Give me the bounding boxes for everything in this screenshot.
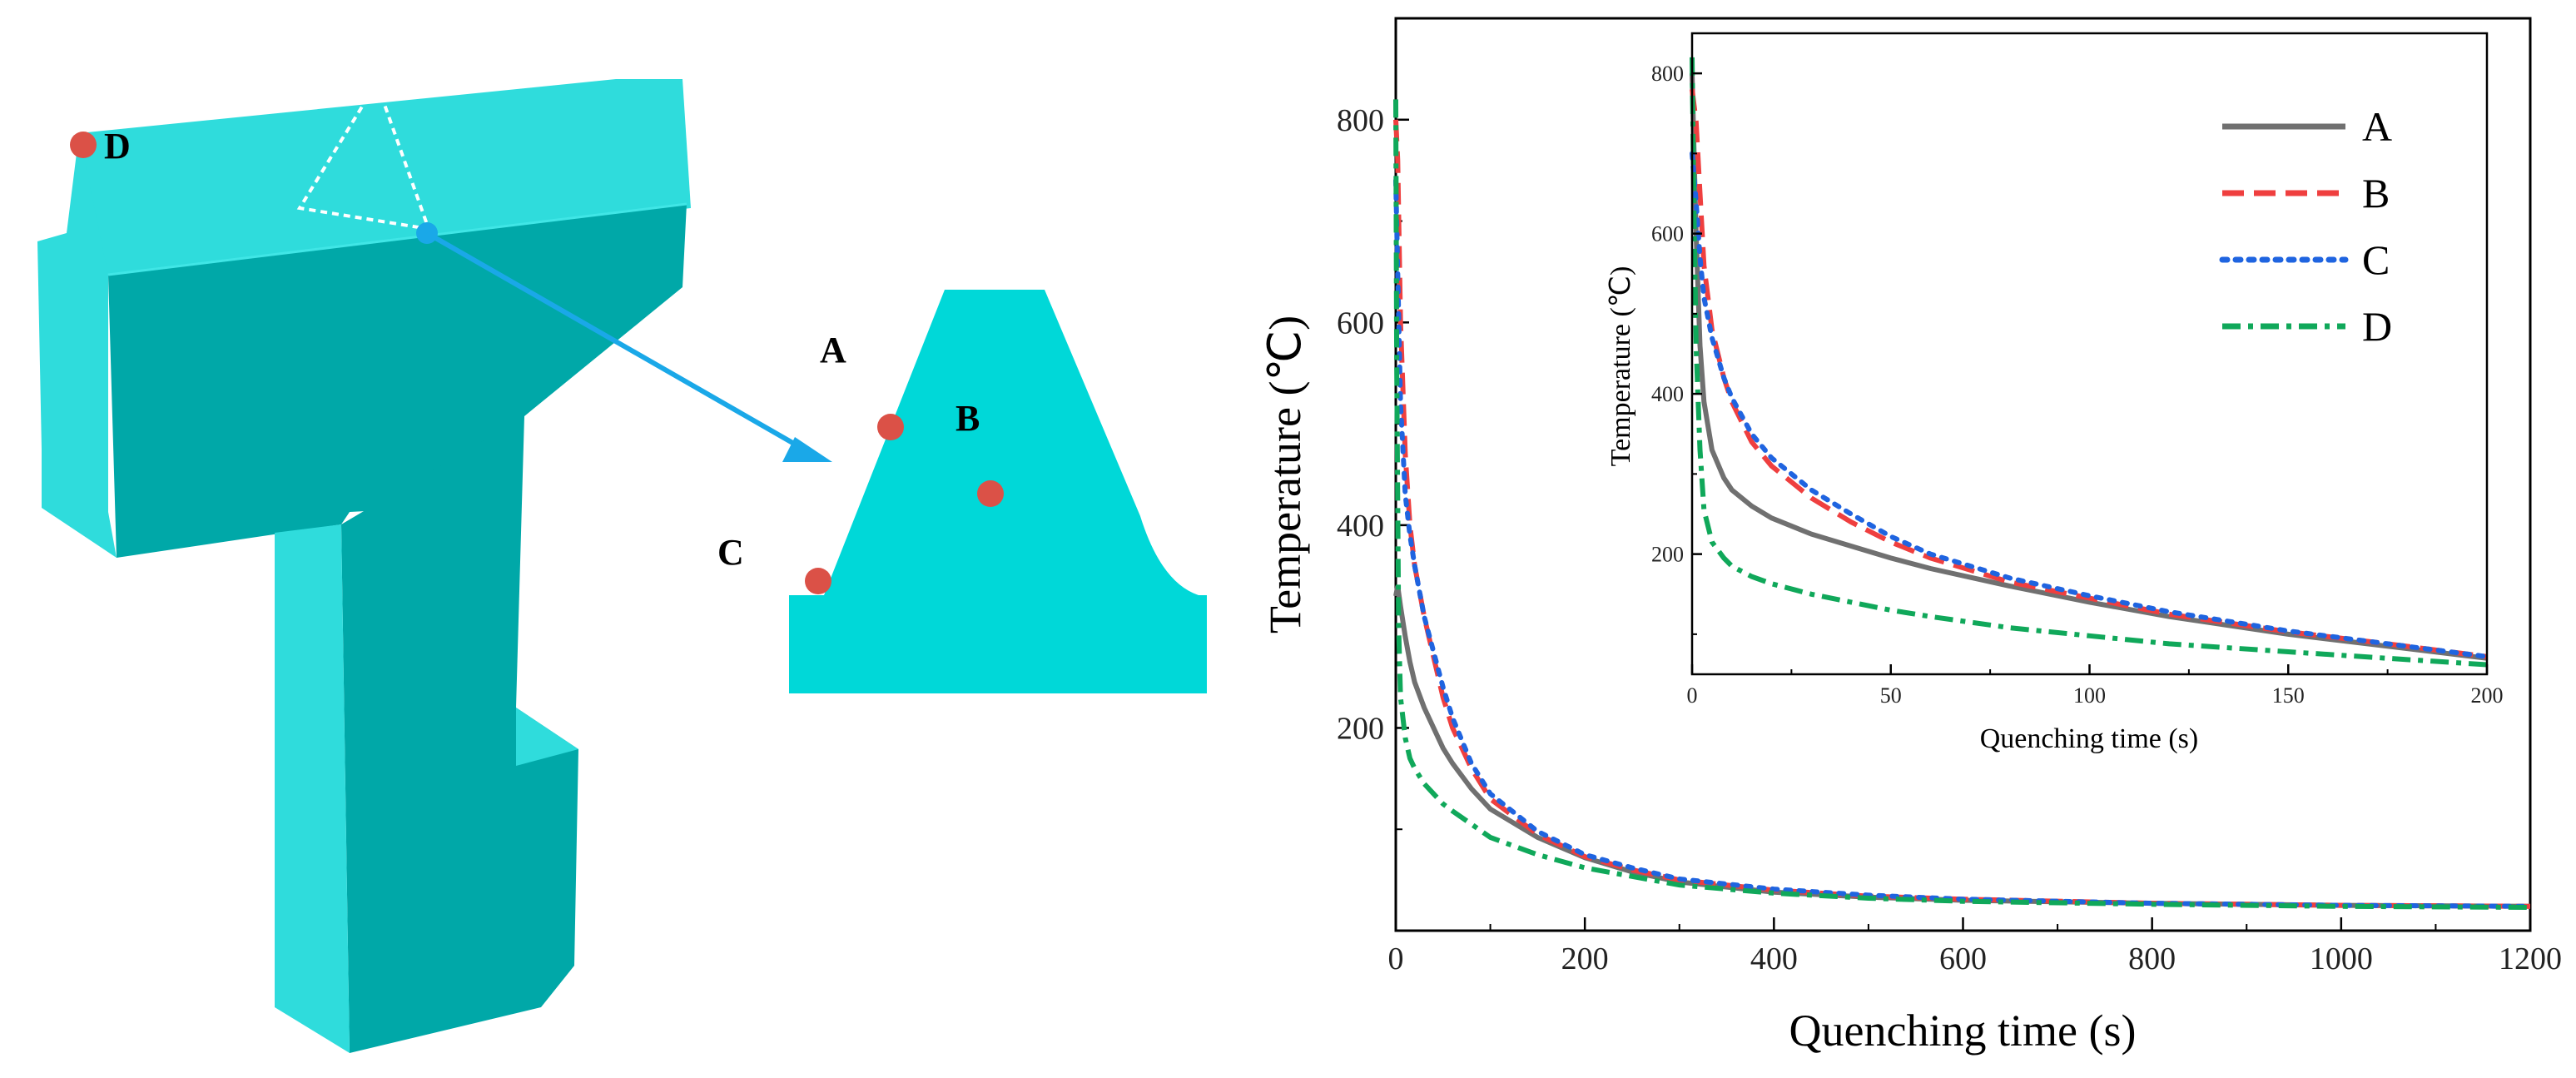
legend-label-d: D <box>2362 303 2392 350</box>
inset-chart: 0 50 100 150 200 200 400 600 800 Quenching time … <box>1606 32 2504 754</box>
main-x-tick-label: 600 <box>1939 941 1987 976</box>
main-series-b <box>1393 119 2531 909</box>
main-y-axis-title: Temperature (℃) <box>1260 315 1310 633</box>
point-a-label: A <box>820 330 846 370</box>
rail-foot-top <box>516 708 578 766</box>
rail-head-top <box>79 79 691 275</box>
point-c-marker <box>805 568 831 594</box>
rail-web-side <box>275 524 350 1053</box>
inset-y-tick-label: 800 <box>1651 62 1684 86</box>
legend-label-b: B <box>2362 170 2390 216</box>
main-x-tick-label: 1000 <box>2310 941 2373 976</box>
rail-web-front <box>341 416 578 1053</box>
main-y-tick-label: 200 <box>1337 711 1384 746</box>
point-a-marker <box>877 414 904 440</box>
inset-x-tick-label: 0 <box>1687 683 1698 708</box>
point-d-marker <box>70 132 97 158</box>
main-y-tick-label: 800 <box>1337 103 1384 138</box>
inset-x-tick-label: 100 <box>2073 683 2106 708</box>
main-x-tick-label: 1200 <box>2499 941 2562 976</box>
inset-series-d <box>1690 57 2488 668</box>
rail-head-edge <box>107 202 687 276</box>
inset-series-b <box>1690 89 2488 659</box>
main-x-tick-label: 200 <box>1561 941 1609 976</box>
inset-x-tick-label: 150 <box>2272 683 2305 708</box>
point-b-marker <box>977 480 1004 507</box>
inset-x-tick-label: 50 <box>1880 683 1902 708</box>
cross-section: A B C <box>717 290 1207 693</box>
inset-y-tick-label: 400 <box>1651 382 1684 406</box>
inset-y-axis-title: Temperature (℃) <box>1606 266 1636 467</box>
main-x-tick-label: 0 <box>1388 941 1404 976</box>
inset-y-tick-label: 600 <box>1651 222 1684 246</box>
point-d-label: D <box>104 126 131 166</box>
point-b-label: B <box>955 398 980 439</box>
main-x-tick-label: 800 <box>2128 941 2176 976</box>
probe-arrow-line <box>425 231 813 456</box>
legend-label-a: A <box>2362 103 2392 150</box>
main-x-tick-label: 400 <box>1750 941 1798 976</box>
inset-y-tick-label: 200 <box>1651 543 1684 567</box>
point-c-label: C <box>717 532 744 573</box>
inset-x-axis-title: Quenching time (s) <box>1980 723 2199 754</box>
rail-model-3d: D <box>37 79 832 1053</box>
inset-series-c <box>1690 151 2489 659</box>
inset-x-tick-label: 200 <box>2471 683 2504 708</box>
main-series-d <box>1393 99 2531 910</box>
main-x-axis-title: Quenching time (s) <box>1789 1006 2137 1056</box>
main-y-tick-label: 400 <box>1337 509 1384 544</box>
inset-background <box>1692 33 2487 674</box>
probe-arrow-head <box>782 437 832 462</box>
main-y-tick-label: 600 <box>1337 306 1384 340</box>
legend-label-c: C <box>2362 236 2390 283</box>
rail-head-front <box>108 204 687 558</box>
main-series-c <box>1393 177 2533 909</box>
rail-end-face <box>37 133 117 558</box>
